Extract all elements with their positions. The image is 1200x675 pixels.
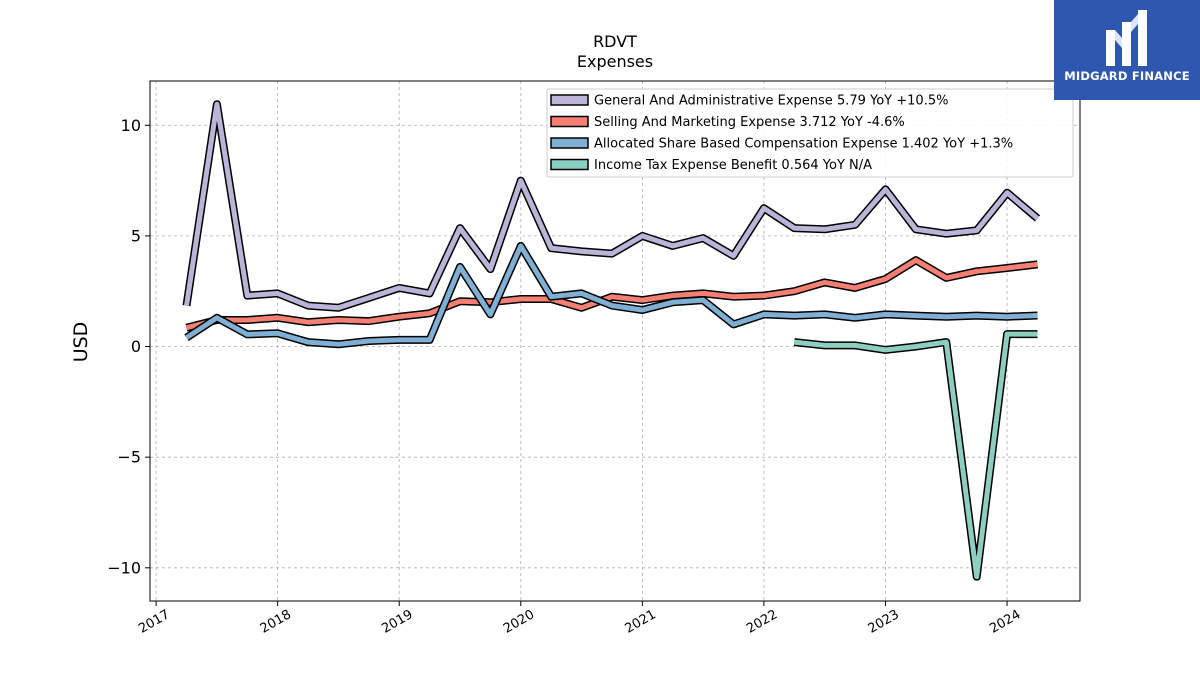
- plot-frame: [149, 80, 1081, 602]
- legend: General And Administrative Expense 5.79 …: [546, 88, 1074, 178]
- x-tick-label: 2017: [136, 607, 172, 637]
- series-line-stroke: [185, 243, 1038, 347]
- x-tick-label: 2018: [258, 607, 294, 637]
- x-tick-label: 2021: [623, 607, 659, 637]
- brand-name: MIDGARD FINANCE: [1064, 69, 1190, 83]
- y-axis-label: USD: [70, 322, 92, 363]
- y-tick-label: −10: [107, 558, 141, 577]
- y-axis: −10 −5 0 5 10: [107, 116, 150, 577]
- legend-label: Selling And Marketing Expense 3.712 YoY …: [594, 115, 905, 130]
- series-lines: [182, 100, 1041, 581]
- legend-swatch: [550, 137, 589, 149]
- legend-label: Allocated Share Based Compensation Expen…: [594, 137, 1013, 152]
- x-axis: 2017 2018 2019 2020 2021 2022 2023 2024: [136, 601, 1023, 637]
- y-tick-label: 0: [131, 337, 141, 356]
- brand-logo: MIDGARD FINANCE: [1054, 0, 1200, 100]
- legend-swatch: [550, 115, 589, 128]
- series-line: [793, 330, 1038, 581]
- series-line: [182, 100, 1041, 312]
- y-tick-label: 5: [131, 226, 141, 245]
- x-tick-label: 2020: [501, 607, 537, 637]
- legend-label: General And Administrative Expense 5.79 …: [594, 94, 948, 109]
- series-line-stroke: [794, 331, 1038, 580]
- y-tick-label: 10: [121, 116, 141, 135]
- legend-label: Income Tax Expense Benefit 0.564 YoY N/A: [594, 158, 872, 173]
- y-tick-label: −5: [117, 448, 141, 467]
- x-tick-label: 2024: [987, 607, 1023, 637]
- series-line-stroke: [184, 101, 1040, 311]
- legend-box: [546, 88, 1074, 178]
- series-line: [184, 241, 1038, 349]
- series-line: [185, 256, 1038, 332]
- x-tick-label: 2019: [379, 607, 415, 637]
- legend-swatch: [550, 158, 589, 171]
- chart-title: RDVT: [593, 32, 637, 51]
- x-tick-label: 2022: [744, 607, 780, 637]
- x-tick-label: 2023: [866, 607, 902, 637]
- logo-mark-icon: [1106, 10, 1147, 66]
- chart-subtitle: Expenses: [577, 52, 653, 71]
- series-line-stroke: [185, 257, 1038, 331]
- legend-swatch: [550, 94, 589, 106]
